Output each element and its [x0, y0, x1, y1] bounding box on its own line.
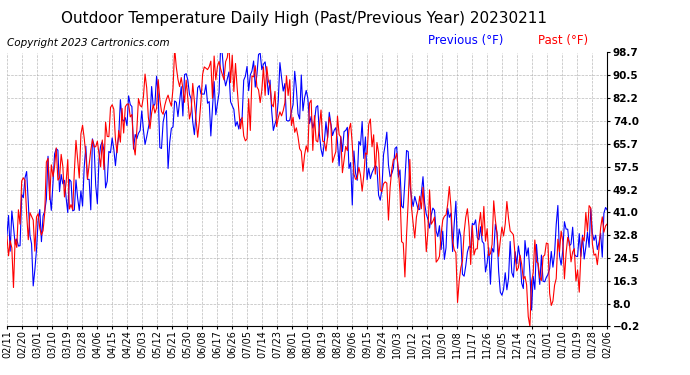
- Text: Previous (°F): Previous (°F): [428, 34, 503, 47]
- Text: Past (°F): Past (°F): [538, 34, 589, 47]
- Text: Outdoor Temperature Daily High (Past/Previous Year) 20230211: Outdoor Temperature Daily High (Past/Pre…: [61, 11, 546, 26]
- Text: Copyright 2023 Cartronics.com: Copyright 2023 Cartronics.com: [7, 38, 170, 48]
